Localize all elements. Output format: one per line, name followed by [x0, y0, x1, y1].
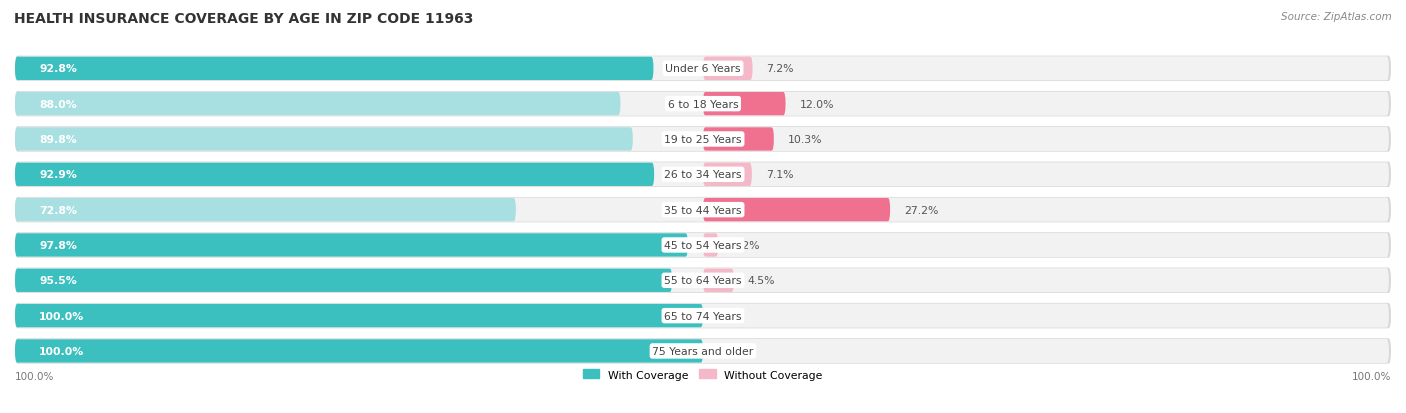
FancyBboxPatch shape [15, 127, 1391, 152]
FancyBboxPatch shape [703, 93, 786, 116]
Text: 27.2%: 27.2% [904, 205, 938, 215]
FancyBboxPatch shape [15, 233, 1391, 258]
FancyBboxPatch shape [15, 199, 516, 222]
FancyBboxPatch shape [703, 269, 734, 292]
FancyBboxPatch shape [15, 303, 1391, 328]
Text: 26 to 34 Years: 26 to 34 Years [664, 170, 742, 180]
Text: 65 to 74 Years: 65 to 74 Years [664, 311, 742, 321]
FancyBboxPatch shape [17, 339, 1389, 363]
Text: 100.0%: 100.0% [39, 311, 84, 321]
FancyBboxPatch shape [15, 338, 1391, 364]
FancyBboxPatch shape [15, 268, 1391, 293]
Text: 55 to 64 Years: 55 to 64 Years [664, 275, 742, 286]
Text: 6 to 18 Years: 6 to 18 Years [668, 100, 738, 109]
FancyBboxPatch shape [17, 163, 1389, 187]
Text: HEALTH INSURANCE COVERAGE BY AGE IN ZIP CODE 11963: HEALTH INSURANCE COVERAGE BY AGE IN ZIP … [14, 12, 474, 26]
Text: 35 to 44 Years: 35 to 44 Years [664, 205, 742, 215]
FancyBboxPatch shape [703, 199, 890, 222]
Text: 45 to 54 Years: 45 to 54 Years [664, 240, 742, 250]
Text: 89.8%: 89.8% [39, 135, 77, 145]
FancyBboxPatch shape [17, 233, 1389, 257]
Text: 10.3%: 10.3% [787, 135, 823, 145]
Text: 100.0%: 100.0% [39, 346, 84, 356]
FancyBboxPatch shape [17, 304, 1389, 328]
FancyBboxPatch shape [15, 304, 703, 328]
FancyBboxPatch shape [15, 197, 1391, 223]
FancyBboxPatch shape [17, 93, 1389, 116]
Text: 75 Years and older: 75 Years and older [652, 346, 754, 356]
FancyBboxPatch shape [15, 57, 1391, 82]
Text: 92.9%: 92.9% [39, 170, 77, 180]
FancyBboxPatch shape [703, 128, 773, 151]
FancyBboxPatch shape [703, 57, 752, 81]
FancyBboxPatch shape [15, 163, 654, 187]
Text: 97.8%: 97.8% [39, 240, 77, 250]
FancyBboxPatch shape [703, 163, 752, 187]
FancyBboxPatch shape [17, 268, 1389, 292]
Text: 0.0%: 0.0% [717, 311, 745, 321]
FancyBboxPatch shape [15, 93, 620, 116]
Text: Source: ZipAtlas.com: Source: ZipAtlas.com [1281, 12, 1392, 22]
Text: 72.8%: 72.8% [39, 205, 77, 215]
Text: 7.2%: 7.2% [766, 64, 794, 74]
Text: 12.0%: 12.0% [800, 100, 834, 109]
Text: 2.2%: 2.2% [733, 240, 759, 250]
Text: 7.1%: 7.1% [766, 170, 793, 180]
FancyBboxPatch shape [17, 198, 1389, 222]
Text: 19 to 25 Years: 19 to 25 Years [664, 135, 742, 145]
FancyBboxPatch shape [15, 57, 654, 81]
Text: Under 6 Years: Under 6 Years [665, 64, 741, 74]
Text: 92.8%: 92.8% [39, 64, 77, 74]
FancyBboxPatch shape [15, 234, 688, 257]
FancyBboxPatch shape [15, 128, 633, 151]
Text: 4.5%: 4.5% [748, 275, 775, 286]
Text: 88.0%: 88.0% [39, 100, 77, 109]
FancyBboxPatch shape [15, 339, 703, 363]
Text: 95.5%: 95.5% [39, 275, 77, 286]
FancyBboxPatch shape [17, 57, 1389, 81]
Legend: With Coverage, Without Coverage: With Coverage, Without Coverage [583, 370, 823, 380]
Text: 0.0%: 0.0% [717, 346, 745, 356]
FancyBboxPatch shape [703, 234, 718, 257]
Text: 100.0%: 100.0% [1351, 372, 1391, 382]
FancyBboxPatch shape [15, 92, 1391, 117]
FancyBboxPatch shape [15, 162, 1391, 188]
FancyBboxPatch shape [17, 128, 1389, 152]
Text: 100.0%: 100.0% [15, 372, 55, 382]
FancyBboxPatch shape [15, 269, 672, 292]
